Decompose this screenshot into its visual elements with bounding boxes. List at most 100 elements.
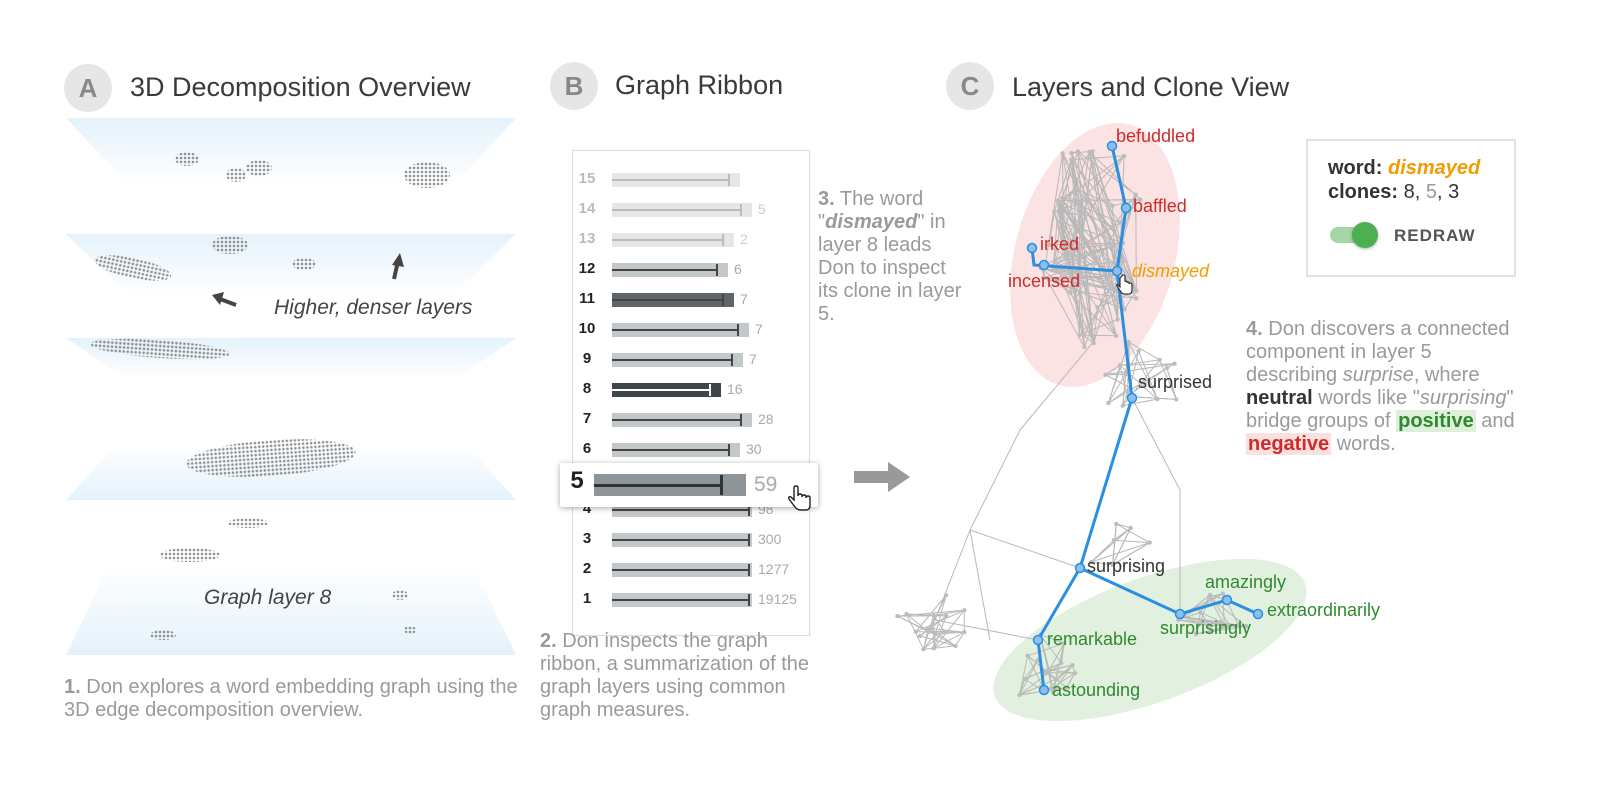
word-surprisingly[interactable]: surprisingly [1160, 618, 1252, 638]
node-befuddled[interactable] [1106, 140, 1118, 152]
graph-edge [1019, 655, 1029, 696]
redraw-toggle[interactable] [1330, 222, 1378, 248]
graph-edge [1128, 341, 1160, 361]
node-irked[interactable] [1026, 242, 1038, 254]
word-baffled[interactable]: baffled [1133, 196, 1187, 216]
ribbon-value: 30 [746, 441, 762, 457]
node-cluster [150, 630, 176, 640]
caption-2-number: 2. [540, 630, 557, 652]
word-amazingly[interactable]: amazingly [1205, 572, 1287, 592]
graph-node [1095, 305, 1100, 310]
node-cluster [226, 168, 246, 182]
graph-edge [1091, 561, 1113, 566]
ribbon-row-selected[interactable]: 5 59 [560, 463, 818, 507]
graph-node [1110, 224, 1116, 230]
clone-layer-3[interactable]: 3 [1448, 181, 1460, 203]
ribbon-row[interactable]: 14 5 [572, 196, 812, 222]
graph-node [913, 629, 919, 634]
ribbon-row[interactable]: 12 6 [572, 256, 812, 282]
panel-a-badge: A [64, 64, 112, 112]
graph-edge [1044, 664, 1073, 693]
word-line: word: dismayed [1328, 157, 1480, 180]
node-dismayed[interactable] [1111, 265, 1123, 277]
graph-node [1081, 333, 1087, 338]
clone-layer-5[interactable]: 5 [1425, 181, 1437, 203]
word-irked[interactable]: irked [1040, 234, 1080, 254]
word-astounding[interactable]: astounding [1052, 680, 1141, 700]
panel-b-badge: B [550, 62, 598, 110]
ribbon-layer-number: 8 [582, 380, 592, 397]
ribbon-row[interactable]: 6 30 [572, 436, 812, 462]
graph-edge [1178, 619, 1210, 627]
word-befuddled[interactable]: befuddled [1116, 126, 1196, 146]
graph-edge [1107, 365, 1121, 404]
ribbon-layer-number: 12 [578, 260, 596, 277]
ribbon-tick [722, 294, 724, 306]
word-extraordinarily[interactable]: extraordinarily [1267, 600, 1381, 620]
node-amazingly[interactable] [1221, 594, 1233, 606]
word-surprised[interactable]: surprised [1138, 372, 1213, 392]
ribbon-value: 16 [727, 381, 743, 397]
ribbon-row[interactable]: 2 1277 [572, 556, 812, 582]
graph-edge [1077, 151, 1113, 206]
graph-node [1198, 610, 1203, 615]
clone-graph[interactable] [870, 110, 1320, 730]
word-remarkable[interactable]: remarkable [1047, 629, 1138, 649]
ribbon-row[interactable]: 11 7 [572, 286, 812, 312]
graph-node [1138, 197, 1143, 202]
caption-4-number: 4. [1246, 318, 1263, 340]
graph-edge [1112, 527, 1132, 566]
ribbon-tick [748, 504, 750, 516]
node-surprising[interactable] [1074, 562, 1086, 574]
caption-4-text: " bridge groups of [1246, 387, 1514, 432]
node-baffled[interactable] [1120, 202, 1132, 214]
layer-plane-graph-8[interactable] [66, 505, 516, 655]
ribbon-layer-number: 10 [578, 320, 596, 337]
node-surprised[interactable] [1126, 392, 1138, 404]
graph-edge [1043, 277, 1125, 310]
node-extraordinarily[interactable] [1252, 608, 1264, 620]
clone-layer-8[interactable]: 8 [1403, 181, 1415, 203]
graph-edge [934, 619, 1039, 641]
graph-node [1052, 277, 1057, 282]
ribbon-line [612, 449, 730, 451]
ribbon-line [612, 299, 724, 301]
ribbon-row[interactable]: 10 7 [572, 316, 812, 342]
graph-edge [1112, 542, 1150, 566]
node-remarkable[interactable] [1032, 634, 1044, 646]
graph-node [931, 613, 936, 618]
ribbon-row[interactable]: 15 [572, 166, 812, 192]
panel-b-title: Graph Ribbon [615, 70, 784, 100]
graph-edge [1122, 374, 1126, 406]
ribbon-row[interactable]: 7 28 [572, 406, 812, 432]
node-incensed[interactable] [1038, 259, 1050, 271]
node-cluster [228, 518, 268, 528]
ribbon-row[interactable]: 8 16 [572, 376, 812, 402]
graph-node [1110, 562, 1115, 567]
word-incensed[interactable]: incensed [1008, 271, 1081, 291]
ribbon-layer-number: 7 [582, 410, 592, 427]
hand-cursor-icon [788, 485, 811, 511]
graph-node [1085, 291, 1090, 296]
word-surprising[interactable]: surprising [1087, 556, 1166, 576]
graph-node [1060, 195, 1065, 201]
ribbon-line [612, 269, 718, 271]
graph-node [926, 629, 932, 634]
caption-1: 1. Don explores a word embedding graph u… [64, 676, 534, 722]
caption-4-negative: negative [1246, 433, 1332, 455]
caption-4-text: and [1475, 410, 1515, 432]
node-astounding[interactable] [1038, 684, 1050, 696]
ribbon-line [612, 239, 724, 241]
node-surprisingly[interactable] [1174, 608, 1186, 620]
ribbon-row[interactable]: 13 2 [572, 226, 812, 252]
graph-node [1207, 594, 1212, 599]
node-cluster [392, 590, 408, 600]
ribbon-row[interactable]: 3 300 [572, 526, 812, 552]
graph-node [1074, 186, 1079, 191]
ribbon-row[interactable]: 1 19125 [572, 586, 812, 612]
ribbon-line [612, 329, 739, 331]
word-dismayed[interactable]: dismayed [1132, 261, 1210, 281]
graph-edge [1057, 200, 1095, 344]
graph-edge [969, 429, 1021, 531]
